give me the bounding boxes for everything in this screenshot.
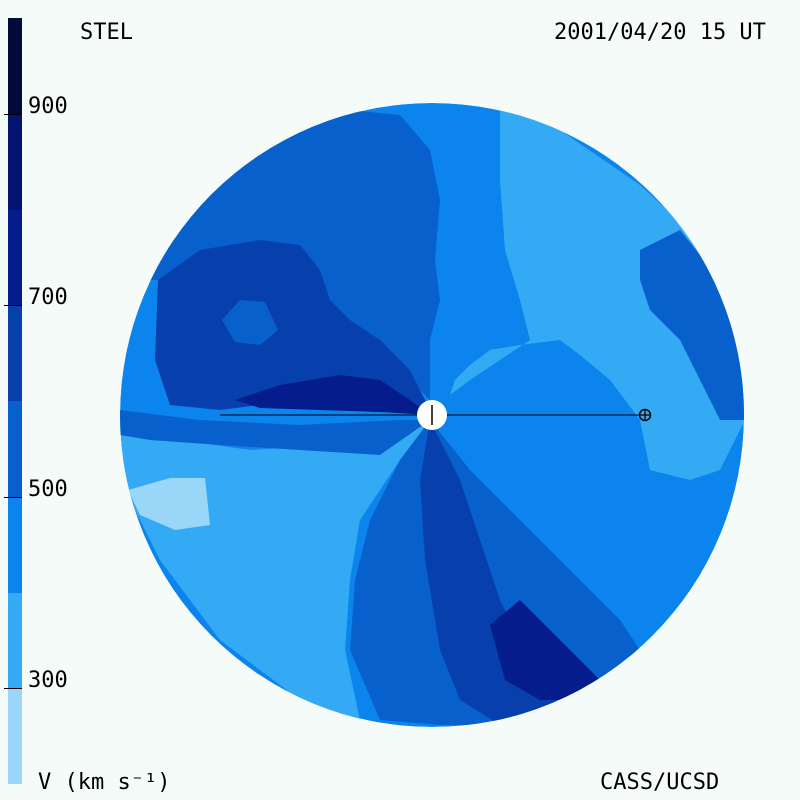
colorbar-band: [8, 688, 22, 784]
region-300-400-east: [450, 103, 744, 480]
colorbar-tick: [4, 113, 22, 115]
region-700-800-south: [490, 600, 600, 700]
region-600-700-south: [420, 420, 600, 725]
region-700-800-jet: [235, 375, 430, 415]
sun-icon: [417, 400, 447, 430]
colorbar-tick-label: 500: [28, 476, 68, 502]
region-500-600-patch: [222, 300, 278, 345]
region-500-600-southwest: [120, 410, 430, 455]
colorbar-band: [8, 496, 22, 593]
colorbar-tick-label: 900: [28, 93, 68, 119]
colorbar-tick-label: 700: [28, 285, 68, 311]
timestamp-label: 2001/04/20 15 UT: [554, 20, 766, 45]
earth-icon: [638, 408, 652, 422]
colorbar-tick-label: 300: [28, 668, 68, 694]
region-500-600-east: [640, 230, 744, 420]
colorbar-band: [8, 113, 22, 210]
colorbar-band: [8, 592, 22, 689]
colorbar-tick: [4, 496, 22, 498]
region-600-700-northwest: [155, 240, 430, 410]
colorbar-band: [8, 305, 22, 401]
colorbar-tick: [4, 688, 22, 690]
colorbar-band: [8, 18, 22, 114]
colorbar-band: [8, 401, 22, 497]
colorbar-band: [8, 209, 22, 306]
units-label: V (km s⁻¹): [38, 770, 171, 795]
colorbar-tick: [4, 305, 22, 307]
region-200-300-patch: [128, 478, 210, 530]
observatory-label: STEL: [80, 20, 133, 45]
velocity-colorbar: [8, 18, 22, 784]
credit-label: CASS/UCSD: [600, 770, 720, 795]
